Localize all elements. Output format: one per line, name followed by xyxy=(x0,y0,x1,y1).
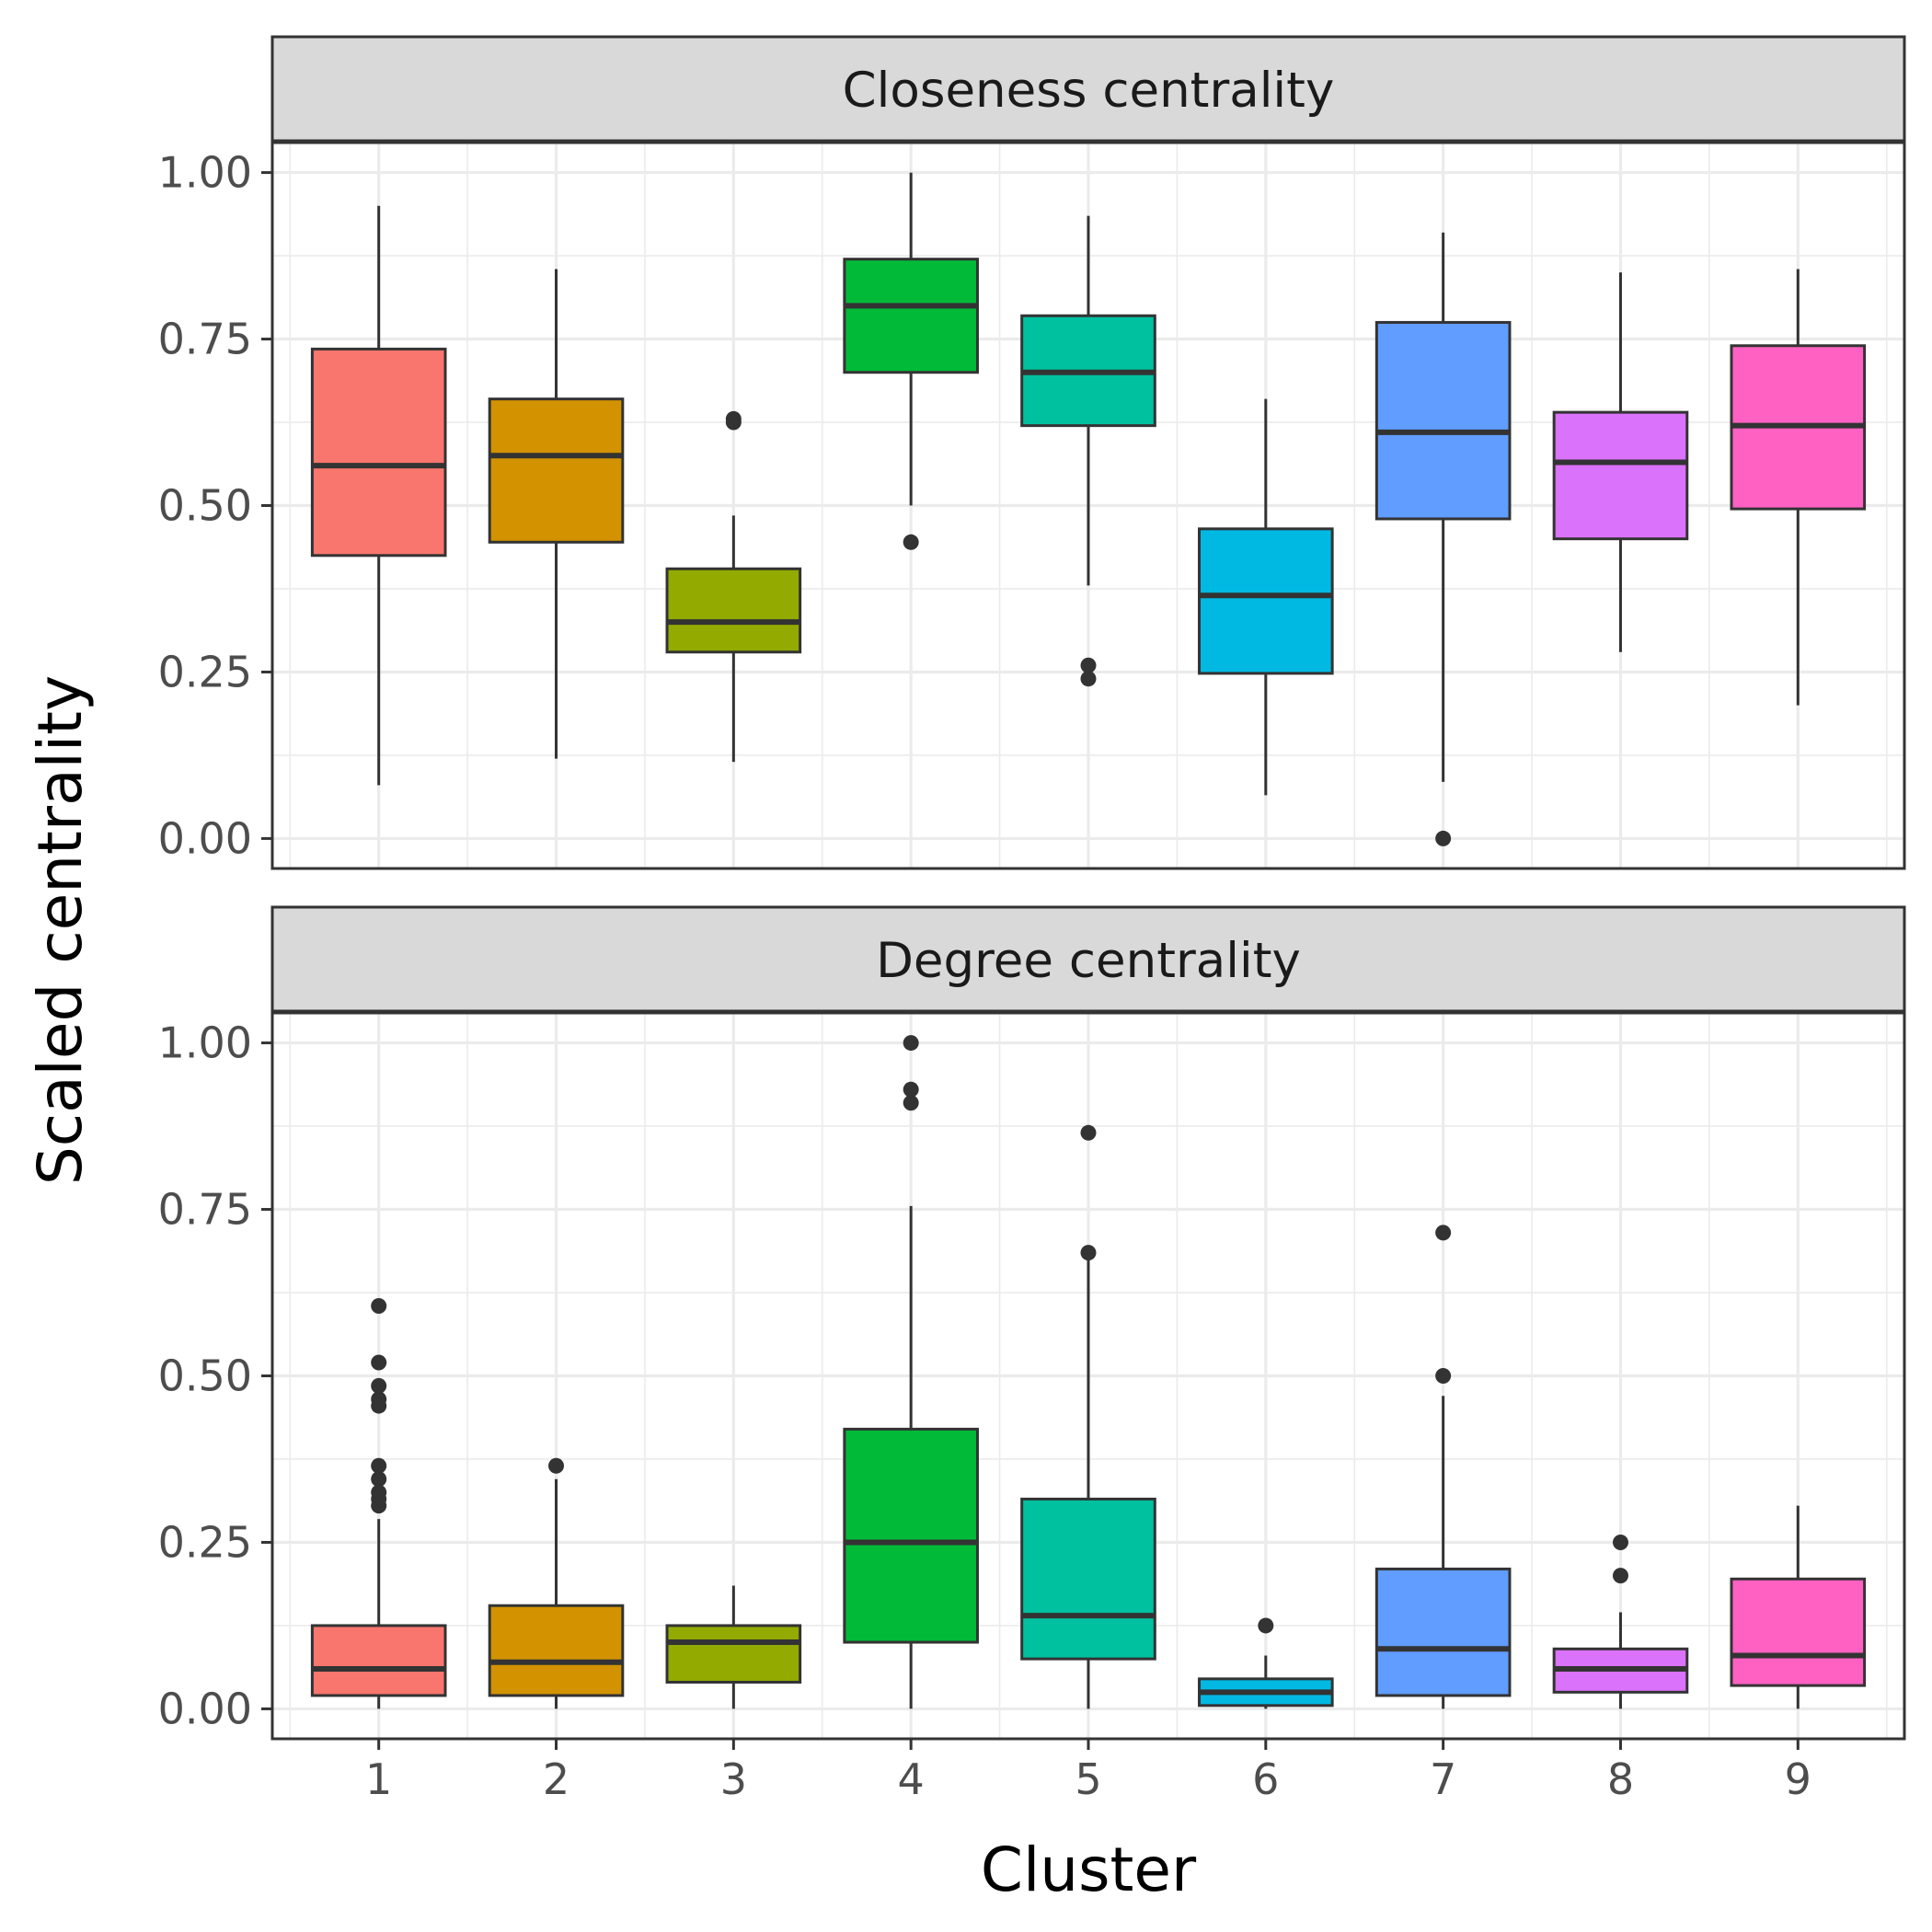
box-cluster-6-degree xyxy=(1198,1617,1334,1709)
x-axis-title: Cluster xyxy=(981,1834,1197,1905)
iqr-box xyxy=(310,347,447,558)
iqr-box xyxy=(1730,1577,1867,1687)
box-cluster-7-degree xyxy=(1374,1225,1512,1709)
x-tick-label: 5 xyxy=(1075,1754,1101,1804)
box-cluster-8-degree xyxy=(1552,1534,1689,1709)
outlier-point xyxy=(1080,671,1097,687)
boxes-closeness xyxy=(310,172,1867,846)
outlier-point xyxy=(1435,1368,1452,1384)
box-cluster-2-closeness xyxy=(488,269,625,759)
outlier-point xyxy=(371,1471,387,1488)
outlier-point xyxy=(1612,1568,1628,1584)
outlier-point xyxy=(725,410,742,427)
iqr-box xyxy=(488,397,625,544)
outlier-point xyxy=(1435,830,1452,846)
outlier-point xyxy=(903,1035,919,1052)
x-tick-label: 2 xyxy=(543,1754,569,1804)
x-tick-label: 8 xyxy=(1607,1754,1634,1804)
y-tick-label: 0.25 xyxy=(158,1517,252,1567)
iqr-box xyxy=(1198,527,1334,675)
y-tick-label: 0.50 xyxy=(158,481,252,531)
x-axis: 1 2 3 4 5 6 7 8 9 xyxy=(365,1739,1811,1804)
box-cluster-8-closeness xyxy=(1552,272,1689,652)
facet-strip-label-closeness: Closeness centrality xyxy=(843,63,1335,119)
outlier-point xyxy=(371,1297,387,1314)
x-tick-label: 6 xyxy=(1252,1754,1279,1804)
outlier-point xyxy=(371,1377,387,1394)
iqr-box xyxy=(488,1604,625,1697)
outlier-point xyxy=(548,1457,565,1474)
iqr-box xyxy=(1552,410,1689,541)
outlier-point xyxy=(371,1457,387,1474)
box-cluster-9-degree xyxy=(1730,1505,1867,1709)
outlier-point xyxy=(1612,1534,1628,1550)
outlier-point xyxy=(371,1484,387,1501)
outlier-point xyxy=(1080,657,1097,673)
boxes-degree xyxy=(310,1035,1867,1709)
box-cluster-5-closeness xyxy=(1020,215,1156,687)
iqr-box xyxy=(665,1624,802,1684)
box-cluster-6-closeness xyxy=(1198,398,1334,796)
iqr-box xyxy=(310,1624,447,1697)
iqr-box xyxy=(1374,1567,1512,1697)
iqr-box xyxy=(1374,320,1512,521)
facet-strip-closeness xyxy=(270,35,1906,143)
y-tick-label: 1.00 xyxy=(158,1018,252,1068)
outlier-point xyxy=(371,1391,387,1408)
box-cluster-4-closeness xyxy=(843,172,979,550)
box-cluster-3-degree xyxy=(665,1585,802,1709)
y-tick-label: 0.75 xyxy=(158,315,252,364)
outlier-point xyxy=(1435,1225,1452,1241)
iqr-box xyxy=(665,567,802,654)
facet-panel-closeness: Closeness centrality 0.00 0.25 0.50 0.75 1.0… xyxy=(158,35,1906,870)
x-tick-label: 4 xyxy=(898,1754,925,1804)
box-cluster-9-closeness xyxy=(1730,269,1867,706)
y-tick-label: 0.75 xyxy=(158,1185,252,1235)
y-axis-closeness: 0.00 0.25 0.50 0.75 1.00 xyxy=(158,148,272,863)
box-cluster-1-degree xyxy=(310,1297,447,1709)
iqr-box xyxy=(843,258,979,374)
facet-strip-degree xyxy=(270,905,1906,1013)
facet-strip-label-degree: Degree centrality xyxy=(876,933,1301,989)
iqr-box xyxy=(843,1427,979,1644)
x-tick-label: 3 xyxy=(720,1754,747,1804)
outlier-point xyxy=(1080,1124,1097,1141)
outlier-point xyxy=(903,1081,919,1098)
outlier-point xyxy=(371,1354,387,1371)
x-tick-label: 7 xyxy=(1430,1754,1456,1804)
outlier-point xyxy=(1258,1617,1274,1634)
x-tick-label: 1 xyxy=(365,1754,392,1804)
y-tick-label: 0.25 xyxy=(158,647,252,696)
y-tick-label: 1.00 xyxy=(158,148,252,198)
outlier-point xyxy=(903,534,919,550)
outlier-point xyxy=(1080,1245,1097,1261)
y-axis-title: Scaled centrality xyxy=(25,675,96,1185)
box-cluster-4-degree xyxy=(843,1035,979,1709)
y-tick-label: 0.00 xyxy=(158,1684,252,1733)
box-cluster-3-closeness xyxy=(665,410,802,763)
y-axis-degree: 0.00 0.25 0.50 0.75 1.00 xyxy=(158,1018,272,1733)
box-cluster-7-closeness xyxy=(1374,232,1512,846)
x-tick-label: 9 xyxy=(1785,1754,1811,1804)
box-cluster-2-degree xyxy=(488,1457,625,1709)
outlier-point xyxy=(903,1095,919,1111)
box-cluster-5-degree xyxy=(1020,1124,1156,1709)
box-cluster-1-closeness xyxy=(310,205,447,786)
facet-panel-degree: Degree centrality 0.00 0.25 0.50 0.75 1.00 xyxy=(158,905,1906,1741)
y-tick-label: 0.50 xyxy=(158,1351,252,1401)
iqr-box xyxy=(1020,1497,1156,1661)
y-tick-label: 0.00 xyxy=(158,813,252,863)
